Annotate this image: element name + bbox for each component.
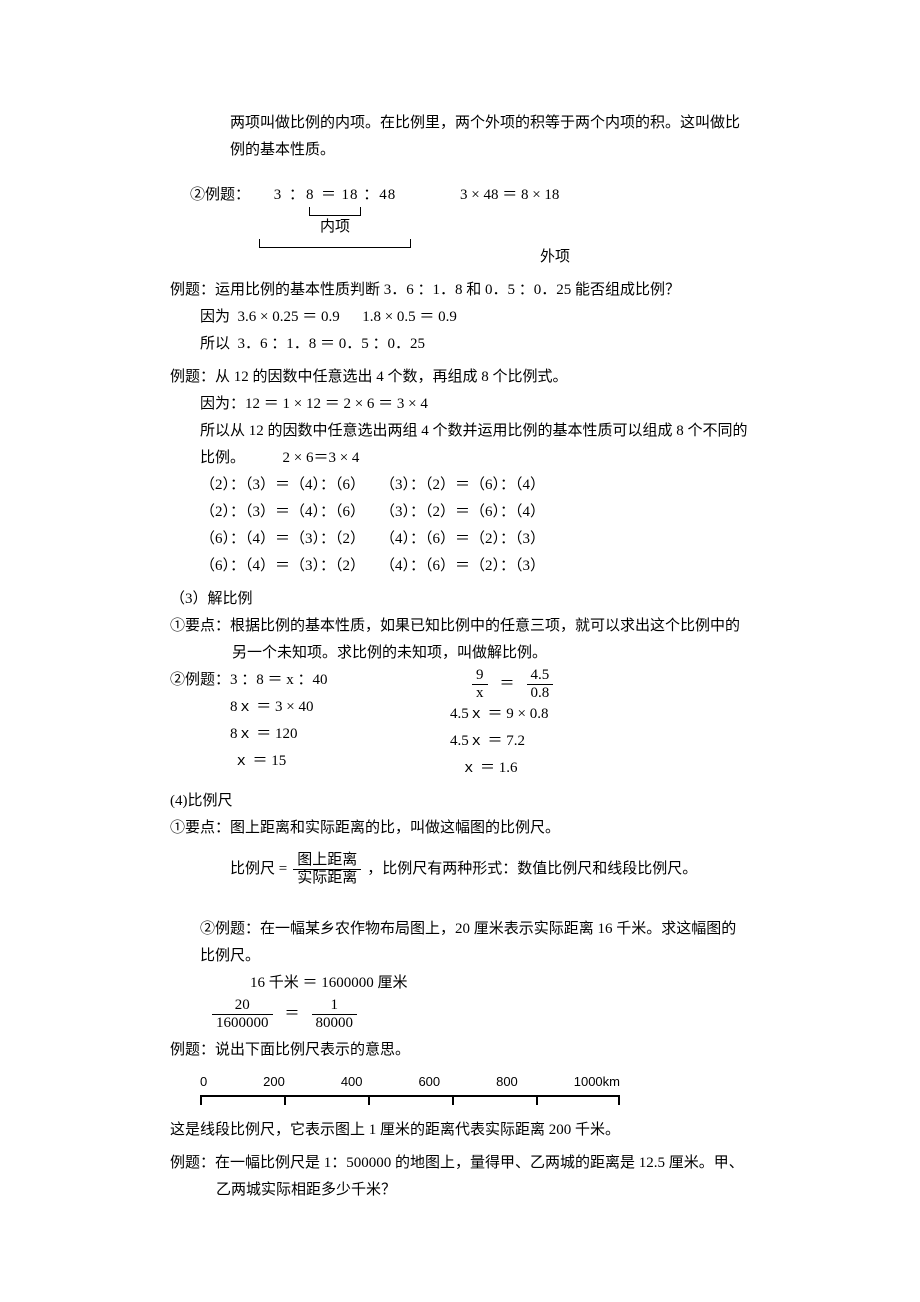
frac2-den: 0.8 — [527, 684, 554, 702]
scale-ruler: 0 200 400 600 800 1000km — [200, 1070, 750, 1107]
s3-point: ①要点：根据比例的基本性质，如果已知比例中的任意三项，就可以求出这个比例中的另一… — [170, 613, 750, 667]
prop-eq: ＝ — [316, 182, 342, 209]
ex4-row2: （2）：（3）＝（4）：（6） （3）：（2）＝（6）：（4） — [200, 499, 750, 526]
s3-left-2: 8ｘ ＝ 120 — [230, 721, 450, 748]
para-inner-outer-def: 两项叫做比例的内项。在比例里，两个外项的积等于两个内项的积。这叫做比例的基本性质… — [230, 110, 750, 164]
ex4-row3: （6）：（4）＝（3）：（2） （4）：（6）＝（2）：（3） — [200, 526, 750, 553]
scale-tick — [200, 1095, 202, 1105]
ex-last-line1: 例题：在一幅比例尺是 1：500000 的地图上，量得甲、乙两城的距离是 12.… — [170, 1150, 750, 1177]
prop-left: 3 ：8 — [274, 182, 316, 209]
s3-ex-label: ②例题：3 ：8 ＝ x ：40 — [170, 667, 450, 694]
scale-label: 200 — [263, 1070, 285, 1093]
ex4-line2: 所以从 12 的因数中任意选出两组 4 个数并运用比例的基本性质可以组成 8 个… — [200, 418, 750, 472]
scale-labels-row: 0 200 400 600 800 1000km — [200, 1070, 620, 1093]
s4-f2-den: 80000 — [312, 1014, 358, 1032]
example-2-label: ②例题： — [190, 182, 250, 209]
s3-left-3: ｘ ＝ 15 — [230, 748, 450, 775]
ex3-line2: 所以 3．6 ：1．8 ＝ 0．5 ：0．25 — [200, 331, 750, 358]
s4-fraction-calc: 20 1600000 ＝ 1 80000 — [210, 997, 750, 1031]
ex4-line1: 因为：12 ＝ 1 × 12 ＝ 2 × 6 ＝ 3 × 4 — [200, 391, 750, 418]
s3-fraction-eq: 9 x ＝ 4.5 0.8 — [470, 667, 750, 701]
s3-right-2: 4.5ｘ ＝ 7.2 — [450, 728, 750, 755]
ex4-row1: （2）：（3）＝（4）：（6） （3）：（2）＝（6）：（4） — [200, 472, 750, 499]
outer-term-label: 外项 — [540, 244, 750, 271]
s4-title: (4)比例尺 — [170, 788, 750, 815]
s4-formula-pre: 比例尺 = — [230, 856, 287, 883]
frac-1-over-80000: 1 80000 — [312, 997, 358, 1031]
scale-tick — [536, 1095, 538, 1105]
s3-right-col: 9 x ＝ 4.5 0.8 4.5ｘ ＝ 9 × 0.8 4.5ｘ ＝ 7.2 … — [450, 667, 750, 782]
s3-right-1: 4.5ｘ ＝ 9 × 0.8 — [450, 701, 750, 728]
s4-formula-den: 实际距离 — [293, 869, 361, 887]
frac2-num: 4.5 — [527, 667, 554, 684]
s3-example-columns: ②例题：3 ：8 ＝ x ：40 8ｘ ＝ 3 × 40 8ｘ ＝ 120 ｘ … — [170, 667, 750, 782]
s4-ex2: ②例题：在一幅某乡农作物布局图上，20 厘米表示实际距离 16 千米。求这幅图的… — [140, 916, 750, 970]
example-scale-meaning: 例题：说出下面比例尺表示的意思。 0 200 400 600 800 1000k… — [170, 1037, 750, 1144]
s4-conversion: 16 千米 ＝ 1600000 厘米 — [250, 970, 750, 997]
s4-f2-num: 1 — [312, 997, 358, 1014]
s3-title: （3）解比例 — [170, 586, 750, 613]
inner-term-label: 内项 — [250, 214, 420, 241]
scale-bar — [200, 1095, 620, 1107]
s4-formula-num: 图上距离 — [293, 852, 361, 869]
ex4-title: 例题：从 12 的因数中任意选出 4 个数，再组成 8 个比例式。 — [170, 364, 750, 391]
section-4-scale: (4)比例尺 ①要点：图上距离和实际距离的比，叫做这幅图的比例尺。 比例尺 = … — [170, 788, 750, 1204]
ex3-title: 例题：运用比例的基本性质判断 3．6 ：1．8 和 0．5 ：0．25 能否组成… — [170, 277, 750, 304]
example-2-row: ②例题： 3 ：8 ＝ 18 ：48 内项 3 × 48 ＝ 8 × 18 — [170, 182, 750, 248]
s3-left-1: 8ｘ ＝ 3 × 40 — [230, 694, 450, 721]
s3-left-col: ②例题：3 ：8 ＝ x ：40 8ｘ ＝ 3 × 40 8ｘ ＝ 120 ｘ … — [170, 667, 450, 782]
s4-f1-num: 20 — [212, 997, 273, 1014]
frac1-den: x — [472, 684, 488, 702]
example-3: 例题：运用比例的基本性质判断 3．6 ：1．8 和 0．5 ：0．25 能否组成… — [170, 277, 750, 358]
scale-tick — [284, 1095, 286, 1105]
s4-formula: 比例尺 = 图上距离 实际距离 ，比例尺有两种形式：数值比例尺和线段比例尺。 — [230, 852, 750, 886]
scale-label: 1000km — [574, 1070, 620, 1093]
frac-eq: ＝ — [500, 671, 515, 698]
scale-label: 600 — [418, 1070, 440, 1093]
s4-f-eq: ＝ — [285, 1001, 300, 1028]
s4-ex2-text: ②例题：在一幅某乡农作物布局图上，20 厘米表示实际距离 16 千米。求这幅图的… — [200, 921, 736, 964]
scale-label: 800 — [496, 1070, 518, 1093]
scale-tick — [618, 1095, 620, 1105]
proportion-bracket-diagram: 3 ：8 ＝ 18 ：48 内项 — [250, 182, 420, 248]
scale-label: 0 — [200, 1070, 207, 1093]
s4-f1-den: 1600000 — [212, 1014, 273, 1032]
ex-last-line2: 乙两城实际相距多少千米？ — [216, 1177, 750, 1204]
scale-tick — [452, 1095, 454, 1105]
frac-45-over-08: 4.5 0.8 — [527, 667, 554, 701]
example-last: 例题：在一幅比例尺是 1：500000 的地图上，量得甲、乙两城的距离是 12.… — [170, 1150, 750, 1204]
frac-map-over-real: 图上距离 实际距离 — [293, 852, 361, 886]
example-4: 例题：从 12 的因数中任意选出 4 个数，再组成 8 个比例式。 因为：12 … — [170, 364, 750, 580]
document-page: 两项叫做比例的内项。在比例里，两个外项的积等于两个内项的积。这叫做比例的基本性质… — [0, 0, 920, 1302]
frac1-num: 9 — [472, 667, 488, 684]
frac-20-over-1600000: 20 1600000 — [212, 997, 273, 1031]
example-2-product: 3 × 48 ＝ 8 × 18 — [460, 182, 559, 209]
s3-point-text: ①要点：根据比例的基本性质，如果已知比例中的任意三项，就可以求出这个比例中的另一… — [170, 613, 750, 667]
ex3-line1: 因为 3.6 × 0.25 ＝ 0.9 1.8 × 0.5 ＝ 0.9 — [200, 304, 750, 331]
section-3-solve-proportion: （3）解比例 ①要点：根据比例的基本性质，如果已知比例中的任意三项，就可以求出这… — [170, 586, 750, 782]
ex4-row4: （6）：（4）＝（3）：（2） （4）：（6）＝（2）：（3） — [200, 553, 750, 580]
ex-scale-desc: 这是线段比例尺，它表示图上 1 厘米的距离代表实际距离 200 千米。 — [170, 1117, 750, 1144]
scale-label: 400 — [341, 1070, 363, 1093]
s4-formula-post: ，比例尺有两种形式：数值比例尺和线段比例尺。 — [367, 856, 697, 883]
s4-point: ①要点：图上距离和实际距离的比，叫做这幅图的比例尺。 — [170, 815, 750, 842]
s3-right-3: ｘ ＝ 1.6 — [450, 755, 750, 782]
scale-tick — [368, 1095, 370, 1105]
prop-right: 18 ：48 — [342, 182, 397, 209]
ex-scale-title: 例题：说出下面比例尺表示的意思。 — [170, 1037, 750, 1064]
frac-9-over-x: 9 x — [472, 667, 488, 701]
